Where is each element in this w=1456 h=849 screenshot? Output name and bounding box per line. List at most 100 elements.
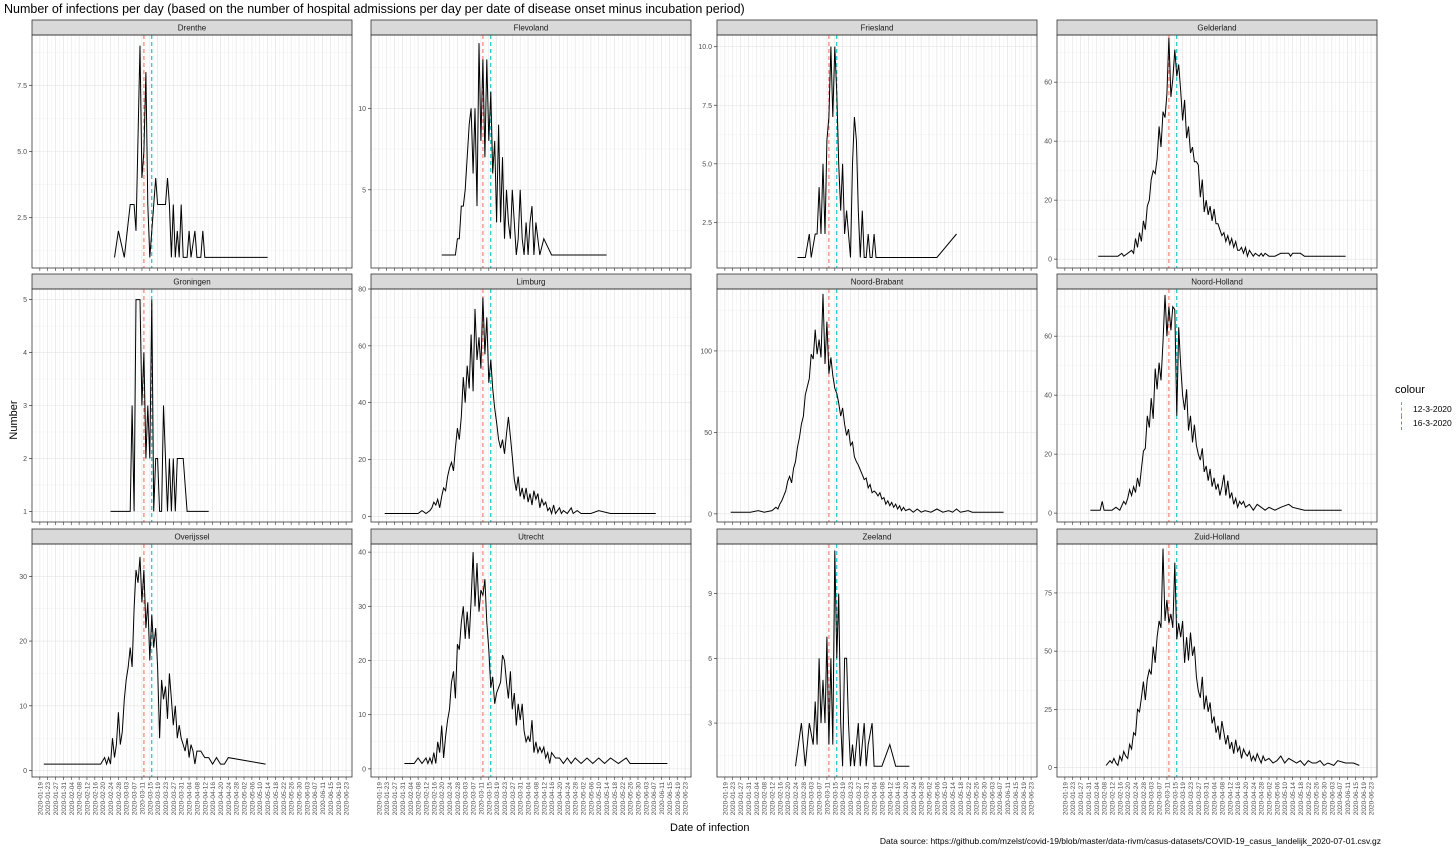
y-tick-label: 0	[1048, 257, 1052, 264]
y-tick-label: 60	[1044, 80, 1052, 87]
x-tick-label: 2020-02-28	[1141, 782, 1148, 816]
x-tick-label: 2020-04-04	[526, 782, 533, 816]
y-tick-label: 9	[708, 591, 712, 598]
x-tick-label: 2020-05-06	[934, 782, 941, 816]
chart-title: Number of infections per day (based on t…	[4, 2, 745, 16]
x-tick-label: 2020-02-04	[754, 782, 761, 816]
panel-flevoland: Flevoland 5 10	[358, 19, 692, 271]
panel-border	[370, 288, 692, 523]
x-tick-label: 2020-04-12	[1227, 782, 1234, 816]
facet-strip-label: Utrecht	[518, 533, 545, 542]
x-tick-label: 2020-01-31	[746, 782, 753, 816]
y-tick-label: 60	[358, 343, 366, 350]
facet-strip-label: Overijssel	[174, 533, 209, 542]
x-tick-label: 2020-01-27	[392, 782, 399, 816]
x-tick-label: 2020-03-19	[494, 782, 501, 816]
x-tick-label: 2020-03-23	[1188, 782, 1195, 816]
x-tick-label: 2020-02-28	[801, 782, 808, 816]
y-tick-label: 5	[23, 297, 27, 304]
y-tick-label: 20	[358, 658, 366, 665]
x-tick-label: 2020-03-23	[848, 782, 855, 816]
y-tick-label: 2	[23, 456, 27, 463]
y-tick-label: 25	[1044, 707, 1052, 714]
data-source-note: Data source: https://github.com/mzelst/c…	[879, 836, 1381, 846]
x-tick-label: 2020-02-16	[431, 782, 438, 816]
x-tick-label: 2020-06-03	[643, 782, 650, 816]
x-tick-label: 2020-05-30	[1321, 782, 1328, 816]
x-tick-label: 2020-04-16	[210, 782, 217, 816]
x-tick-label: 2020-02-20	[439, 782, 446, 816]
panel-background	[717, 289, 1037, 522]
x-tick-label: 2020-04-20	[557, 782, 564, 816]
y-tick-label: 40	[1044, 393, 1052, 400]
x-tick-label: 2020-05-18	[958, 782, 965, 816]
panel-noord-brabant: Noord-Brabant 0 50 100	[700, 273, 1038, 525]
x-tick-label: 2020-01-23	[384, 782, 391, 816]
x-tick-label: 2020-06-07	[651, 782, 658, 816]
x-tick-label: 2020-03-07	[817, 782, 824, 816]
y-tick-label: 50	[704, 430, 712, 437]
x-tick-label: 2020-05-30	[981, 782, 988, 816]
x-tick-label: 2020-05-14	[265, 782, 272, 816]
x-tick-label: 2020-06-15	[1013, 782, 1020, 816]
panel-background	[371, 289, 691, 522]
x-tick-label: 2020-03-07	[1157, 782, 1164, 816]
x-tick-label: 2020-04-08	[1219, 782, 1226, 816]
x-tick-label: 2020-02-28	[455, 782, 462, 816]
x-tick-label: 2020-05-30	[296, 782, 303, 816]
y-tick-label: 10.0	[698, 44, 712, 51]
y-tick-label: 20	[1044, 452, 1052, 459]
x-tick-label: 2020-02-12	[423, 782, 430, 816]
x-tick-label: 2020-02-20	[1125, 782, 1132, 816]
x-tick-label: 2020-06-11	[320, 782, 327, 815]
x-tick-label: 2020-03-07	[132, 782, 139, 816]
x-tick-label: 2020-05-10	[942, 782, 949, 816]
panel-border	[31, 543, 353, 778]
x-tick-label: 2020-06-19	[675, 782, 682, 816]
x-tick-label: 2020-06-07	[1337, 782, 1344, 816]
y-tick-label: 40	[1044, 139, 1052, 146]
x-tick-label: 2020-03-23	[163, 782, 170, 816]
x-tick-label: 2020-05-22	[281, 782, 288, 816]
panel-background	[371, 35, 691, 268]
x-tick-label: 2020-03-07	[471, 782, 478, 816]
x-tick-label: 2020-04-28	[919, 782, 926, 816]
x-tick-label: 2020-04-16	[549, 782, 556, 816]
x-tick-label: 2020-03-19	[840, 782, 847, 816]
x-tick-label: 2020-04-24	[911, 782, 918, 816]
series-line-flevoland	[441, 43, 607, 256]
x-tick-label: 2020-02-12	[769, 782, 776, 816]
y-tick-label: 1	[23, 509, 27, 516]
x-tick-label: 2020-05-30	[635, 782, 642, 816]
x-tick-label: 2020-02-24	[108, 782, 115, 816]
x-tick-label: 2020-03-31	[518, 782, 525, 816]
x-tick-label: 2020-02-24	[1133, 782, 1140, 816]
x-tick-label: 2020-04-12	[202, 782, 209, 816]
x-tick-label: 2020-04-16	[895, 782, 902, 816]
facet-strip-label: Limburg	[517, 278, 546, 287]
x-tick-label: 2020-03-31	[864, 782, 871, 816]
x-tick-label: 2020-03-11	[478, 782, 485, 815]
x-tick-label: 2020-05-18	[273, 782, 280, 816]
x-tick-label: 2020-02-24	[447, 782, 454, 816]
x-tick-label: 2020-03-19	[1180, 782, 1187, 816]
y-tick-label: 2.5	[702, 220, 712, 227]
x-tick-label: 2020-06-11	[1005, 782, 1012, 815]
x-tick-label: 2020-05-18	[1298, 782, 1305, 816]
panel-limburg: Limburg 0 20 40 60 80	[358, 273, 692, 525]
panel-background	[1057, 35, 1377, 268]
x-tick-label: 2020-01-27	[738, 782, 745, 816]
y-tick-label: 0	[362, 766, 366, 773]
x-tick-label: 2020-02-20	[100, 782, 107, 816]
x-tick-label: 2020-01-31	[1086, 782, 1093, 816]
y-tick-label: 7.5	[17, 83, 27, 90]
x-tick-label: 2020-04-08	[879, 782, 886, 816]
x-tick-label: 2020-04-20	[1243, 782, 1250, 816]
y-tick-label: 80	[358, 287, 366, 294]
x-tick-label: 2020-06-03	[1329, 782, 1336, 816]
x-tick-label: 2020-06-19	[1021, 782, 1028, 816]
panel-background	[717, 544, 1037, 777]
facet-strip-label: Friesland	[861, 24, 894, 33]
x-tick-label: 2020-02-08	[762, 782, 769, 816]
y-tick-label: 5	[362, 187, 366, 194]
